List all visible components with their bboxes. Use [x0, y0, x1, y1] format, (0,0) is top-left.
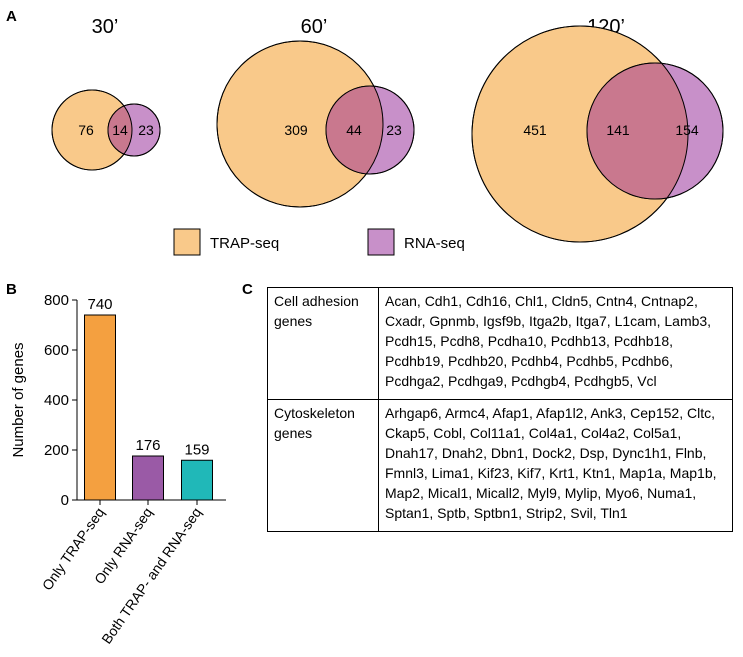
- table-row: Cell adhesion genes Acan, Cdh1, Cdh16, C…: [267, 287, 733, 400]
- table-row: Cytoskeleton genes Arhgap6, Armc4, Afap1…: [267, 399, 733, 532]
- venn-120: 120’ 451 141 154: [471, 16, 724, 243]
- legend-trap-label: TRAP-seq: [210, 235, 279, 252]
- venn-120-overlap-count: 141: [606, 122, 630, 138]
- category-cell: Cell adhesion genes: [267, 287, 379, 400]
- y-tick-label: 600: [44, 342, 69, 359]
- bar: [132, 455, 164, 501]
- venn-30-trap-only: 76: [78, 122, 94, 138]
- venn-120-rna-only: 154: [675, 122, 699, 138]
- venn-30-overlap-count: 14: [112, 122, 128, 138]
- venn-60: 60’ 309 44 23: [216, 16, 415, 208]
- venn-30: 30’ 76 14 23: [51, 16, 161, 171]
- legend-trap-swatch: [173, 228, 201, 256]
- venn-60-overlap-count: 44: [346, 122, 362, 138]
- venn-60-title: 60’: [301, 16, 328, 38]
- bar: [84, 314, 116, 501]
- legend-rna-swatch: [367, 228, 395, 256]
- category-cell: Cytoskeleton genes: [267, 399, 379, 532]
- y-tick-label: 800: [44, 292, 69, 309]
- panel-a-label: A: [6, 8, 17, 25]
- venn-60-overlap: [326, 86, 383, 174]
- genes-cell: Acan, Cdh1, Cdh16, Chl1, Cldn5, Cntn4, C…: [378, 287, 733, 400]
- bar-value-label: 176: [135, 437, 160, 454]
- venn-legend: TRAP-seq RNA-seq: [173, 228, 465, 256]
- legend-rna-label: RNA-seq: [404, 235, 465, 252]
- panel-b-label: B: [6, 281, 17, 298]
- genes-cell: Arhgap6, Armc4, Afap1, Afap1l2, Ank3, Ce…: [378, 399, 733, 532]
- gene-table: Cell adhesion genes Acan, Cdh1, Cdh16, C…: [267, 287, 733, 532]
- y-tick-label: 400: [44, 392, 69, 409]
- venn-30-rna-only: 23: [138, 122, 154, 138]
- y-tick-label: 200: [44, 442, 69, 459]
- venn-30-title: 30’: [92, 16, 119, 38]
- venn-60-rna-only: 23: [386, 122, 402, 138]
- bar-value-label: 740: [87, 296, 112, 313]
- y-axis-label: Number of genes: [10, 342, 27, 457]
- x-tick-label: Both TRAP- and RNA-seq: [98, 505, 204, 647]
- venn-120-trap-only: 451: [523, 122, 547, 138]
- venn-120-overlap: [587, 63, 688, 199]
- bar: [181, 459, 213, 501]
- panel-c-label: C: [242, 281, 253, 298]
- y-tick-label: 0: [61, 492, 69, 509]
- venn-60-trap-only: 309: [284, 122, 308, 138]
- bar-value-label: 159: [184, 441, 209, 458]
- venn-30-overlap: [108, 104, 132, 156]
